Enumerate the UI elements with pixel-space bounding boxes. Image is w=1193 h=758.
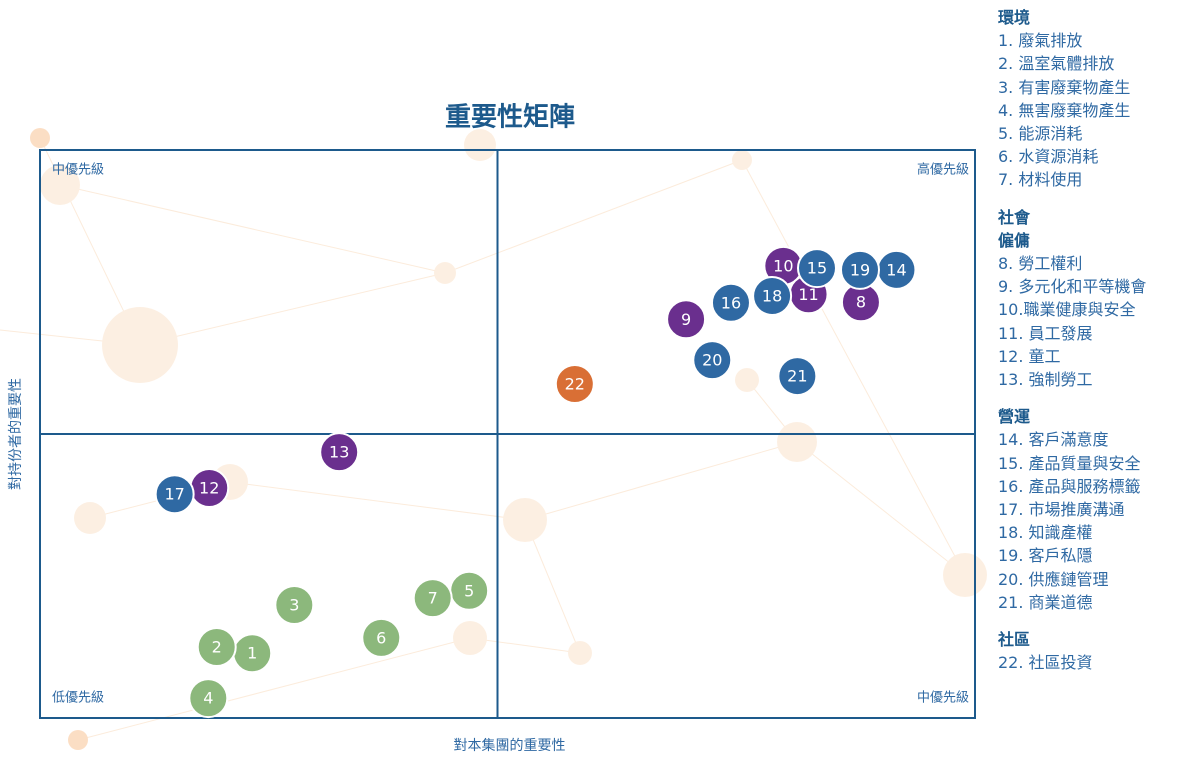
legend-item: 17. 市場推廣溝通	[998, 498, 1146, 521]
bubble-label: 20	[702, 351, 722, 370]
legend-item: 12. 童工	[998, 345, 1146, 368]
bubble-label: 5	[464, 581, 474, 600]
legend-item: 20. 供應鏈管理	[998, 568, 1146, 591]
bubble-label: 10	[773, 256, 793, 275]
bubble-label: 14	[886, 260, 906, 279]
bubble-label: 16	[721, 293, 741, 312]
page: 重要性矩陣中優先級高優先級低優先級中優先級對本集團的重要性對持份者的重要性123…	[0, 0, 1193, 758]
legend-item: 14. 客戶滿意度	[998, 428, 1146, 451]
legend-group-heading: 社會	[998, 206, 1146, 229]
bubble-label: 22	[565, 375, 585, 394]
chart-title: 重要性矩陣	[445, 103, 575, 133]
legend-heading: 營運	[998, 405, 1146, 428]
legend-item: 4. 無害廢棄物產生	[998, 99, 1146, 122]
legend-heading: 僱傭	[998, 229, 1146, 252]
bubble-label: 13	[329, 443, 349, 462]
legend-item: 16. 產品與服務標籤	[998, 475, 1146, 498]
legend-item: 18. 知識產權	[998, 521, 1146, 544]
legend-item: 13. 強制勞工	[998, 368, 1146, 391]
bubble-label: 8	[856, 293, 866, 312]
legend-item: 5. 能源消耗	[998, 122, 1146, 145]
bubble-label: 12	[199, 478, 219, 497]
x-axis-label: 對本集團的重要性	[454, 737, 566, 754]
legend-item: 1. 廢氣排放	[998, 29, 1146, 52]
bubble-label: 17	[164, 485, 184, 504]
legend-item: 10.職業健康與安全	[998, 298, 1146, 321]
legend-item: 22. 社區投資	[998, 651, 1146, 674]
legend-item: 2. 溫室氣體排放	[998, 52, 1146, 75]
legend-heading: 環境	[998, 6, 1146, 29]
bubble-label: 1	[247, 644, 257, 663]
legend-item: 7. 材料使用	[998, 168, 1146, 191]
bubble-label: 21	[787, 367, 807, 386]
bubble-label: 6	[376, 628, 386, 647]
y-axis-label: 對持份者的重要性	[8, 378, 24, 490]
chart: 重要性矩陣中優先級高優先級低優先級中優先級對本集團的重要性對持份者的重要性123…	[0, 0, 990, 758]
bubble-label: 15	[807, 259, 827, 278]
legend-item: 9. 多元化和平等機會	[998, 275, 1146, 298]
bubble-label: 18	[762, 286, 782, 305]
bubble-label: 7	[428, 589, 438, 608]
legend-item: 8. 勞工權利	[998, 252, 1146, 275]
bubble-label: 19	[850, 260, 870, 279]
bubble-label: 2	[212, 638, 222, 657]
bubble-label: 4	[203, 689, 213, 708]
legend-item: 21. 商業道德	[998, 591, 1146, 614]
legend-item: 19. 客戶私隱	[998, 544, 1146, 567]
quadrant-label: 中優先級	[52, 163, 104, 178]
legend-heading: 社區	[998, 628, 1146, 651]
legend-item: 6. 水資源消耗	[998, 145, 1146, 168]
quadrant-label: 低優先級	[52, 691, 104, 706]
bubble-label: 9	[681, 310, 691, 329]
legend-item: 15. 產品質量與安全	[998, 452, 1146, 475]
quadrant-label: 高優先級	[917, 162, 969, 178]
legend-item: 11. 員工發展	[998, 322, 1146, 345]
bubble-label: 3	[289, 595, 299, 614]
background-network	[0, 128, 987, 750]
quadrant-label: 中優先級	[917, 691, 969, 706]
legend-item: 3. 有害廢棄物產生	[998, 76, 1146, 99]
